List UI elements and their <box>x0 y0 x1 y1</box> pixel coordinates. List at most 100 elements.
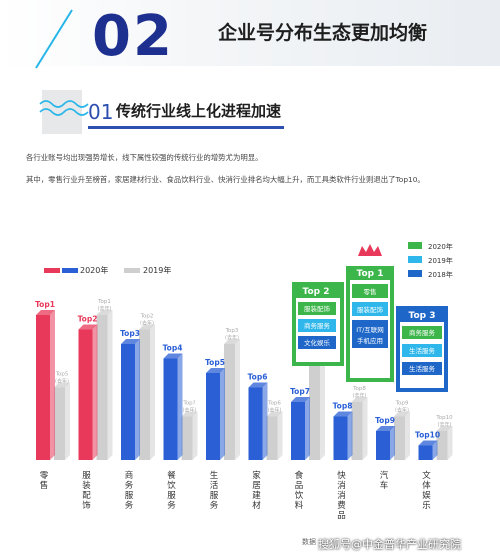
category-label-7-char-4: 料 <box>295 500 304 511</box>
bar-2019-6 <box>266 416 278 460</box>
category-label-2-char-3: 配 <box>82 491 91 501</box>
podium-top1-item-3 <box>352 320 388 348</box>
bar-2019-3 <box>139 329 150 460</box>
bar-2020-2-top <box>78 324 98 330</box>
podium-top2-item-1-text: 服装配饰 <box>304 304 331 313</box>
intro-paragraph: 各行业账号均出现强势增长，线下属性较强的传统行业的增势尤为明显。 <box>26 153 263 162</box>
bar-2019-5-side <box>235 339 240 460</box>
category-label-8-char-1: 快 <box>337 470 346 481</box>
podium-top3-item-1-text: 商务服务 <box>409 328 436 337</box>
podium-top3-item-2-text: 生活服务 <box>409 346 436 355</box>
bar-2020-9-top <box>376 426 395 431</box>
bar-2020-2-side <box>92 324 98 460</box>
category-label-3-char-2: 务 <box>125 480 134 491</box>
category-label-9-char-1: 汽 <box>380 470 389 481</box>
podium-illustration: 2020年 2019年 2018年 Top 1 零售 服装配饰 IT/互联网 手… <box>292 242 453 392</box>
category-label-6-char-4: 材 <box>252 500 261 511</box>
label-2019-note-10: (去年) <box>438 421 452 428</box>
bar-2020-3-top <box>121 339 140 344</box>
bar-2019-7-side <box>320 353 325 460</box>
bar-2019-10-side <box>447 426 453 460</box>
podium-top1-item-2-text: 服装配饰 <box>357 305 384 314</box>
bar-2019-2 <box>96 315 108 460</box>
category-label-5-char-2: 活 <box>210 480 219 491</box>
category-label-5-char-1: 生 <box>210 470 219 481</box>
bar-2020-5-side <box>220 368 225 460</box>
bar-2020-6 <box>248 387 263 460</box>
bar-2020-5 <box>206 373 220 460</box>
bar-2020-1 <box>36 315 50 460</box>
podium-top1-item-1 <box>352 284 388 298</box>
label-2019-rank-6: Top6 <box>267 401 281 407</box>
bar-2020-4-side <box>177 353 183 460</box>
bar-2019-4 <box>181 416 193 460</box>
source-label: 数据 <box>302 537 316 546</box>
category-label-6-char-1: 家 <box>252 470 261 481</box>
bar-2019-9-side <box>405 411 410 460</box>
category-label-10-char-3: 娱 <box>422 491 431 501</box>
category-label-7-char-2: 品 <box>295 481 304 491</box>
category-label-10-char-2: 体 <box>422 480 431 491</box>
bar-2019-4-side <box>192 411 198 460</box>
bar-2020-3-side <box>135 339 140 460</box>
label-2019-note-9: (去年) <box>395 407 409 414</box>
category-label-3-char-1: 商 <box>125 470 134 481</box>
category-label-7-char-1: 食 <box>295 470 304 481</box>
podium-legend-2019: 2019年 <box>428 256 453 265</box>
category-label-9-char-2: 车 <box>380 480 389 491</box>
section-number: 01 <box>88 100 114 124</box>
legend-swatch-2020-blue <box>62 268 78 273</box>
podium-top1-item-3-text: IT/互联网 <box>356 325 384 334</box>
bar-2020-2 <box>78 329 93 460</box>
bar-2019-6-side <box>277 411 283 460</box>
category-label-1-char-1: 零 <box>40 471 49 481</box>
bar-2019-10 <box>436 431 448 460</box>
bar-2019-3-top <box>139 324 155 330</box>
label-2020-4: Top4 <box>163 344 183 353</box>
podium-top1-item-4-text: 手机应用 <box>357 336 383 345</box>
bar-2020-1-side <box>50 310 55 460</box>
bar-2020-7-side <box>305 397 310 460</box>
ranking-bar-chart: Top5(去年)Top1零售Top1(去年)Top2服装配饰Top2(去年)To… <box>35 299 453 546</box>
bar-2020-4-top <box>163 353 183 359</box>
bar-2020-7 <box>291 402 305 460</box>
category-label-1-char-2: 售 <box>40 480 49 491</box>
category-label-2-char-2: 装 <box>82 480 91 491</box>
category-label-4-char-3: 服 <box>167 491 176 501</box>
label-2020-9: Top9 <box>375 416 395 425</box>
podium-top1-item-1-text: 零售 <box>364 287 377 296</box>
bar-2020-5-top <box>206 368 225 373</box>
category-label-4-char-4: 务 <box>167 500 176 511</box>
label-2020-2: Top2 <box>78 315 98 324</box>
legend-label-2019: 2019年 <box>143 266 172 275</box>
bar-2019-10-top <box>436 426 453 431</box>
category-label-3-char-4: 务 <box>125 500 134 511</box>
bar-2019-7 <box>309 358 320 460</box>
label-2019-note-1: (去年) <box>55 378 69 385</box>
podium-top2-item-2 <box>298 319 336 332</box>
bar-2019-1-top <box>54 382 70 388</box>
bar-2019-5-top <box>224 339 240 344</box>
podium-legend-2020: 2020年 <box>428 242 453 251</box>
header-number: 02 <box>92 4 174 69</box>
bar-2019-8-side <box>362 397 368 460</box>
bar-2019-3-side <box>150 324 155 460</box>
bar-2019-8-top <box>351 397 368 402</box>
podium-legend-swatch-2020 <box>408 242 422 249</box>
podium-top3-label: Top 3 <box>409 311 436 321</box>
podium-top2-label: Top 2 <box>303 287 330 297</box>
bar-2020-6-top <box>248 382 268 388</box>
podium-top3-item-1 <box>402 326 442 339</box>
podium-top3-item-3-text: 生活服务 <box>409 364 436 373</box>
bar-2019-2-side <box>107 310 113 460</box>
podium-top2-item-3-text: 文化娱乐 <box>304 338 331 347</box>
bar-2020-10-side <box>432 440 438 460</box>
label-2019-note-8: (去年) <box>353 392 367 399</box>
bar-2020-8 <box>333 416 348 460</box>
bar-2020-3 <box>121 344 135 460</box>
bar-2019-4-top <box>181 411 198 417</box>
bar-2020-10-top <box>418 440 438 446</box>
label-2019-rank-1: Top5 <box>55 372 69 378</box>
category-label-6-char-2: 居 <box>252 481 261 491</box>
category-label-10-char-1: 文 <box>422 470 431 481</box>
